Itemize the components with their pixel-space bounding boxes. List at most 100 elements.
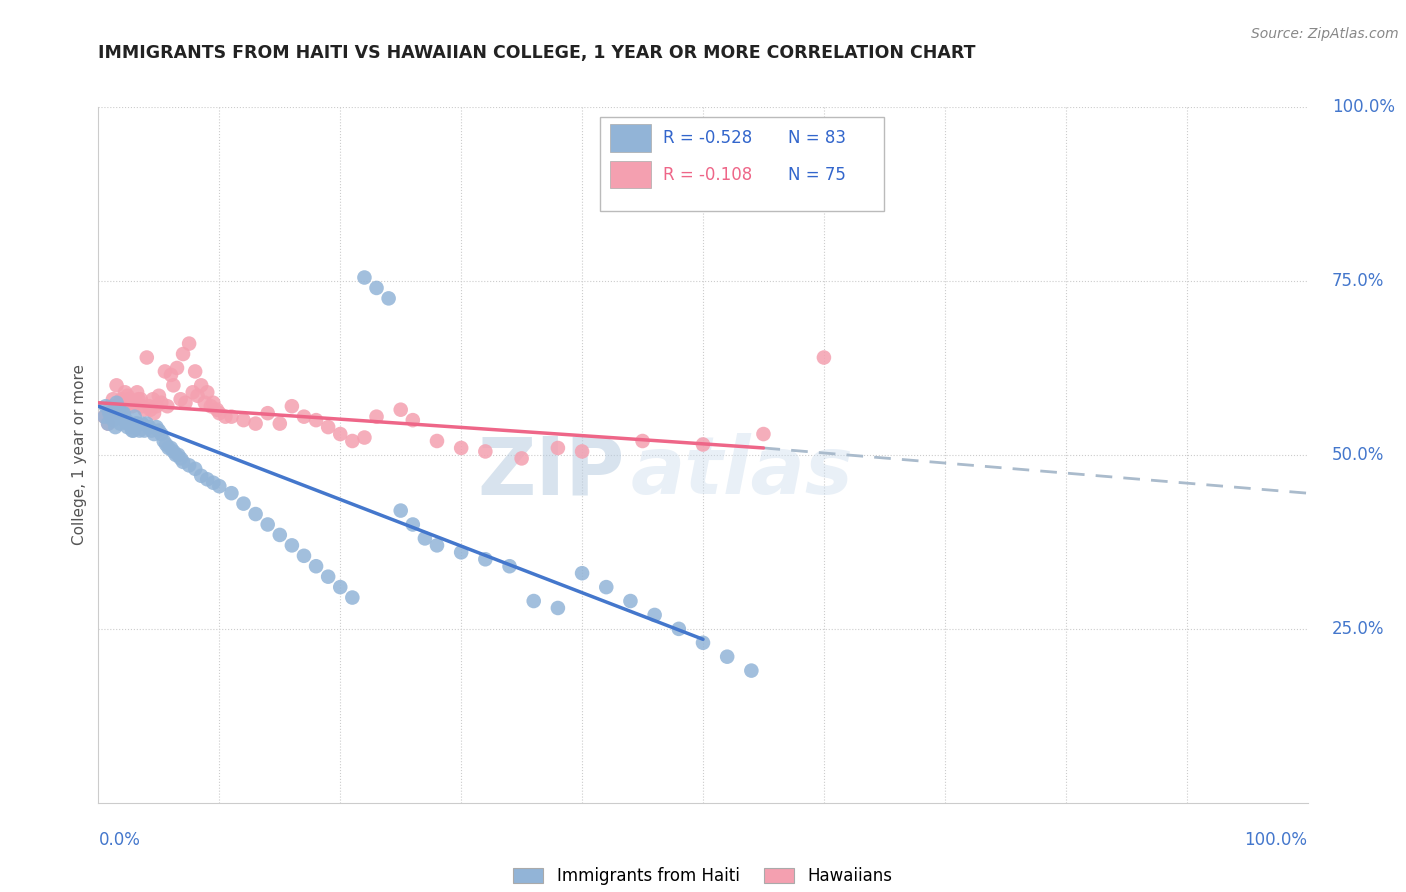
Point xyxy=(120,420,142,434)
Point xyxy=(342,434,364,448)
Point xyxy=(131,417,153,431)
Point xyxy=(121,424,143,438)
Point xyxy=(117,389,139,403)
Point xyxy=(256,517,278,532)
Point xyxy=(177,336,201,351)
Point xyxy=(208,406,231,420)
Point xyxy=(150,427,173,442)
Point xyxy=(93,409,115,424)
Point xyxy=(169,392,191,407)
Text: 50.0%: 50.0% xyxy=(1331,446,1384,464)
Point xyxy=(165,448,187,462)
Point xyxy=(292,549,315,563)
Point xyxy=(269,417,291,431)
Point xyxy=(172,347,194,361)
Point xyxy=(377,291,399,305)
Point xyxy=(692,437,714,451)
Point xyxy=(450,441,472,455)
Point xyxy=(97,417,120,431)
Point xyxy=(153,364,176,378)
Point xyxy=(121,399,143,413)
FancyBboxPatch shape xyxy=(610,161,651,188)
Point xyxy=(143,427,166,442)
Point xyxy=(232,413,254,427)
Point xyxy=(157,441,180,455)
Point xyxy=(245,507,267,521)
Point xyxy=(181,385,204,400)
Point xyxy=(107,409,129,424)
Point xyxy=(195,472,218,486)
Point xyxy=(167,448,190,462)
Point xyxy=(124,409,146,424)
Point xyxy=(148,424,170,438)
Point xyxy=(305,559,328,574)
Point xyxy=(813,351,835,365)
Point xyxy=(105,378,128,392)
Point xyxy=(108,396,131,410)
Point xyxy=(134,424,156,438)
Point xyxy=(245,417,267,431)
Point xyxy=(114,385,136,400)
Point xyxy=(389,402,412,417)
Point xyxy=(100,409,122,424)
FancyBboxPatch shape xyxy=(600,118,884,211)
Point xyxy=(202,475,225,490)
Point xyxy=(202,396,225,410)
Point xyxy=(103,402,125,417)
Point xyxy=(155,437,177,451)
Text: atlas: atlas xyxy=(630,434,853,511)
Point xyxy=(139,402,162,417)
Point xyxy=(269,528,291,542)
Point xyxy=(162,378,184,392)
Point xyxy=(117,420,139,434)
Point xyxy=(329,427,352,442)
Point xyxy=(631,434,654,448)
Point xyxy=(100,406,122,420)
Point xyxy=(221,486,243,500)
Point xyxy=(129,392,152,407)
Point xyxy=(426,434,449,448)
Point xyxy=(120,396,142,410)
Point xyxy=(316,420,339,434)
Point xyxy=(232,497,254,511)
Point xyxy=(104,399,127,413)
Point xyxy=(104,420,127,434)
Point xyxy=(200,399,222,413)
Point xyxy=(108,417,131,431)
Point xyxy=(101,392,124,407)
Y-axis label: College, 1 year or more: College, 1 year or more xyxy=(72,365,87,545)
Point xyxy=(100,399,122,413)
Point xyxy=(105,396,128,410)
Point xyxy=(281,399,304,413)
Point xyxy=(112,406,135,420)
Text: IMMIGRANTS FROM HAITI VS HAWAIIAN COLLEGE, 1 YEAR OR MORE CORRELATION CHART: IMMIGRANTS FROM HAITI VS HAWAIIAN COLLEG… xyxy=(98,45,976,62)
Point xyxy=(256,406,278,420)
Point xyxy=(426,538,449,552)
Text: 100.0%: 100.0% xyxy=(1244,830,1308,848)
Point xyxy=(143,406,166,420)
Point xyxy=(366,281,388,295)
Point xyxy=(194,396,217,410)
Point xyxy=(138,420,160,434)
Point xyxy=(571,444,593,458)
Point xyxy=(595,580,617,594)
Point xyxy=(111,402,134,417)
Point xyxy=(716,649,738,664)
Legend: Immigrants from Haiti, Hawaiians: Immigrants from Haiti, Hawaiians xyxy=(513,867,893,885)
Point xyxy=(523,594,546,608)
Point xyxy=(402,517,425,532)
Point xyxy=(142,392,165,407)
Text: 75.0%: 75.0% xyxy=(1331,272,1384,290)
Point xyxy=(413,532,436,546)
Point xyxy=(127,392,149,407)
Point xyxy=(98,406,121,420)
Point xyxy=(148,389,170,403)
Point xyxy=(145,399,167,413)
Point xyxy=(316,570,339,584)
Point xyxy=(135,351,157,365)
Point xyxy=(177,458,201,473)
Point xyxy=(547,601,569,615)
Point xyxy=(474,552,496,566)
Point xyxy=(107,406,129,420)
Point xyxy=(195,385,218,400)
